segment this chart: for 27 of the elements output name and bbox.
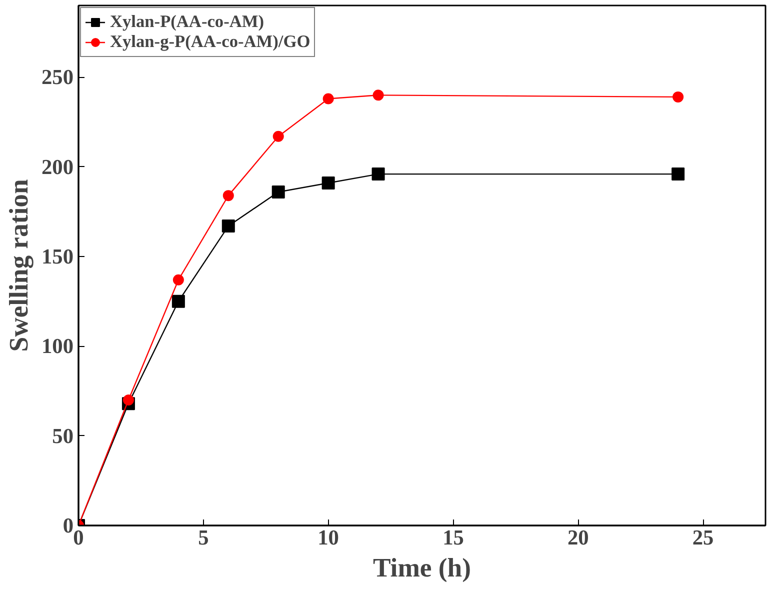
point (222, 220, 235, 233)
y-tick-label: 200 (42, 154, 74, 179)
x-tick-label: 10 (318, 526, 339, 550)
point (372, 90, 384, 101)
point (672, 91, 684, 102)
point (272, 130, 284, 142)
x-axis-title: Time (h) (373, 552, 471, 582)
x-tick-label: 5 (198, 526, 209, 550)
point (272, 185, 285, 198)
y-axis-title: Swelling ration (4, 179, 34, 352)
y-tick-label: 50 (52, 424, 74, 448)
point (322, 176, 335, 190)
y-tick-label: 100 (42, 334, 74, 358)
x-tick-label: 25 (692, 526, 714, 550)
legend-label: Xylan-g-P(AA-co-AM)/GO (110, 32, 310, 52)
point (172, 294, 185, 308)
point (172, 274, 184, 286)
y-tick-label: 150 (42, 244, 74, 269)
x-tick-label: 20 (567, 526, 589, 550)
legend-label: Xylan-P(AA-co-AM) (110, 12, 264, 32)
point (372, 168, 385, 181)
x-tick-label: 15 (442, 526, 464, 550)
y-tick-label: 250 (42, 65, 74, 90)
point (222, 190, 234, 202)
point (322, 93, 334, 104)
point (122, 394, 134, 406)
point (672, 168, 685, 181)
